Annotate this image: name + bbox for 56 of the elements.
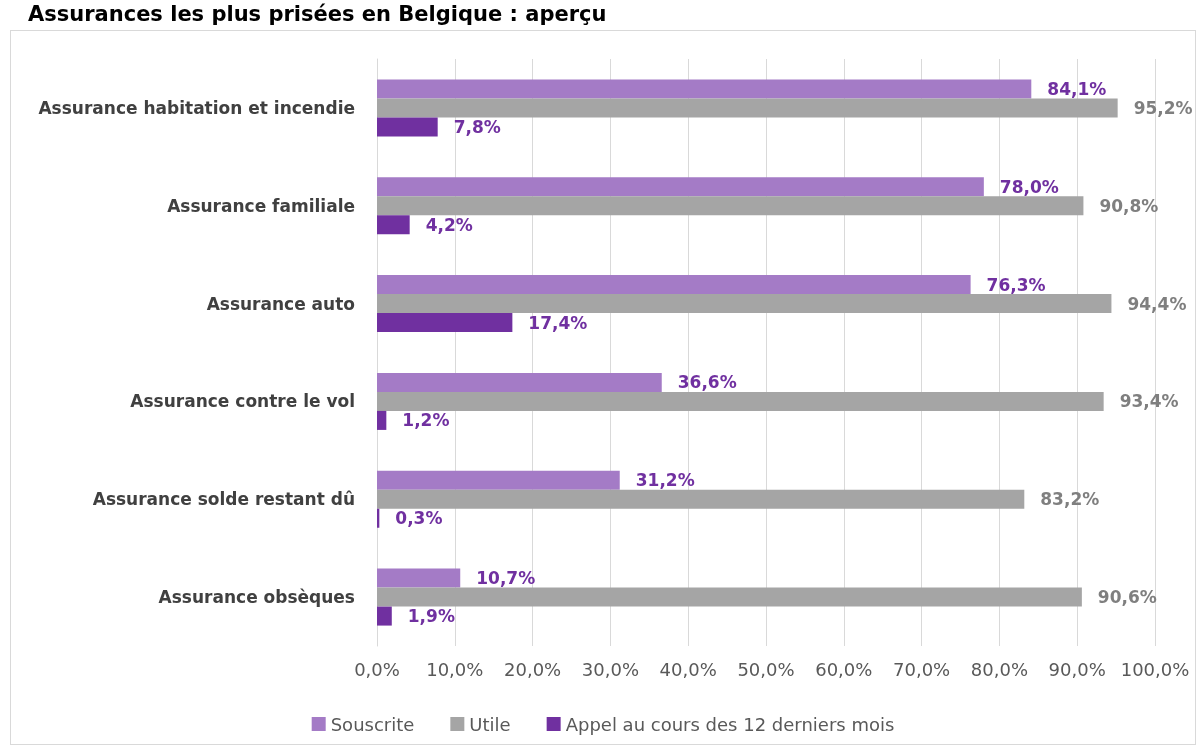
data-label: 90,6% xyxy=(1097,587,1157,608)
bar xyxy=(377,372,662,392)
bar xyxy=(377,313,513,333)
y-tick-label: Assurance obsèques xyxy=(158,587,355,608)
data-label: 94,4% xyxy=(1127,293,1187,314)
bar xyxy=(377,177,984,197)
data-label: 1,9% xyxy=(407,606,455,627)
data-label: 4,2% xyxy=(425,214,473,235)
bar xyxy=(377,470,620,490)
y-tick-label: Assurance contre le vol xyxy=(130,391,355,412)
bar xyxy=(377,215,410,235)
data-label: 17,4% xyxy=(528,312,588,333)
bar xyxy=(377,196,1084,216)
y-tick-label: Assurance solde restant dû xyxy=(92,489,355,510)
bar xyxy=(377,410,387,430)
chart-title: Assurances les plus prisées en Belgique : aperçu xyxy=(28,2,607,26)
data-label: 76,3% xyxy=(986,274,1046,295)
y-tick-label: Assurance habitation et incendie xyxy=(38,97,355,118)
bar xyxy=(377,294,1112,314)
data-label: 7,8% xyxy=(453,116,501,137)
bar xyxy=(377,98,1118,118)
data-label: 36,6% xyxy=(677,372,737,393)
legend-label: Souscrite xyxy=(330,713,415,735)
data-label: 10,7% xyxy=(476,568,536,589)
bar xyxy=(377,489,1025,509)
data-label: 93,4% xyxy=(1119,391,1179,412)
legend-label: Appel au cours des 12 derniers mois xyxy=(565,713,895,735)
data-label: 84,1% xyxy=(1047,78,1107,99)
x-tick-label: 0,0% xyxy=(354,658,400,680)
x-tick-label: 90,0% xyxy=(1048,658,1106,680)
y-tick-label: Assurance familiale xyxy=(167,195,355,216)
data-label: 31,2% xyxy=(635,470,695,491)
x-tick-label: 10,0% xyxy=(426,658,484,680)
x-tick-label: 50,0% xyxy=(737,658,795,680)
x-tick-label: 20,0% xyxy=(504,658,562,680)
bar xyxy=(377,79,1032,99)
x-tick-label: 30,0% xyxy=(581,658,639,680)
bar xyxy=(377,275,971,295)
data-label: 78,0% xyxy=(999,176,1059,197)
x-tick-label: 40,0% xyxy=(659,658,717,680)
bar xyxy=(377,568,461,588)
y-tick-label: Assurance auto xyxy=(206,293,355,314)
data-label: 0,3% xyxy=(395,508,443,529)
legend-label: Utile xyxy=(469,713,511,735)
data-label: 83,2% xyxy=(1040,489,1100,510)
data-label: 90,8% xyxy=(1099,195,1159,216)
bar xyxy=(377,606,392,626)
bar xyxy=(377,391,1104,411)
data-label: 1,2% xyxy=(402,410,450,431)
x-tick-label: 80,0% xyxy=(970,658,1028,680)
data-label: 95,2% xyxy=(1133,97,1193,118)
x-tick-label: 70,0% xyxy=(893,658,951,680)
bar xyxy=(377,117,438,137)
bar xyxy=(377,587,1082,607)
x-tick-label: 100,0% xyxy=(1120,658,1190,680)
x-tick-label: 60,0% xyxy=(815,658,873,680)
